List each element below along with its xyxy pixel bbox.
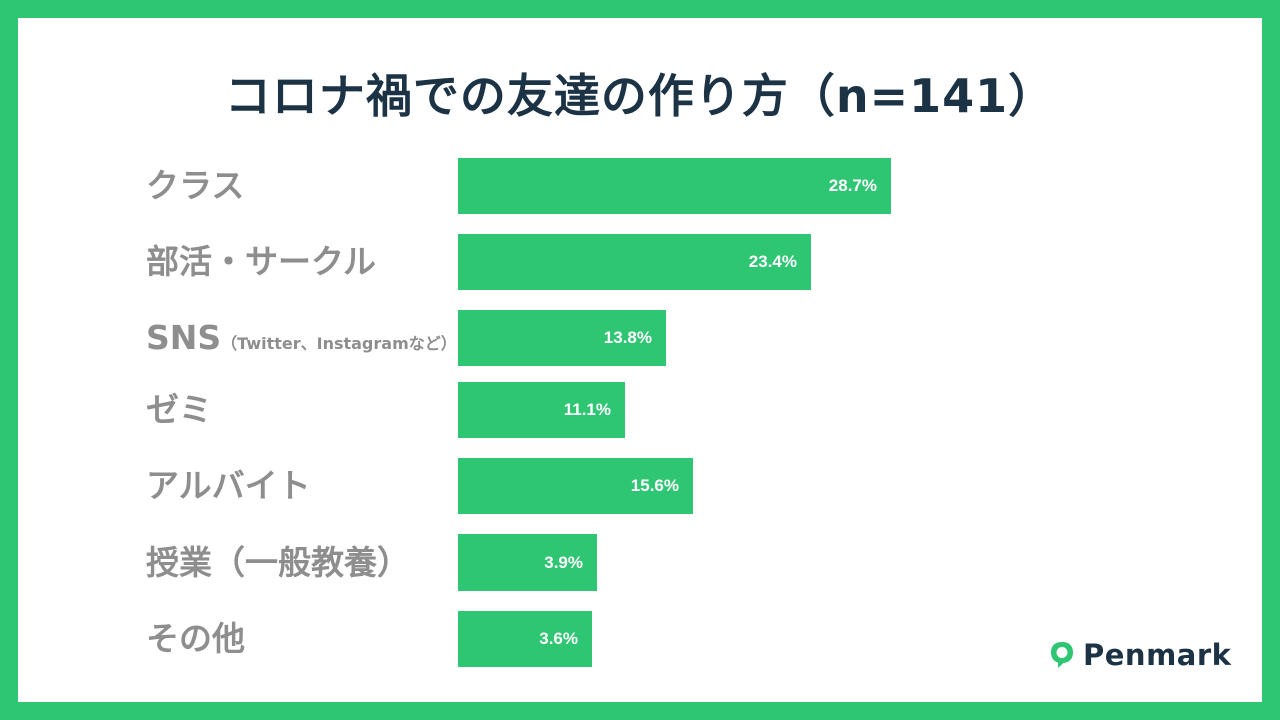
bar-value-label: 3.6% xyxy=(539,629,578,648)
bar-value-label: 23.4% xyxy=(748,252,797,271)
category-label: 授業（一般教養） xyxy=(146,546,410,579)
penmark-logo: Penmark xyxy=(1050,638,1231,672)
speech-bubble-icon xyxy=(1051,642,1073,668)
category-label-main: クラス xyxy=(146,166,245,205)
bar: 23.4% xyxy=(458,234,811,290)
bar-value-label: 28.7% xyxy=(828,176,877,195)
bar: 13.8% xyxy=(458,310,666,366)
category-label-main: その他 xyxy=(146,619,245,658)
bar: 3.9% xyxy=(458,534,597,591)
bar-value-label: 15.6% xyxy=(630,476,679,495)
category-label-main: 部活・サークル xyxy=(146,242,377,281)
bar: 11.1% xyxy=(458,382,625,438)
bar-value-label: 3.9% xyxy=(544,552,583,572)
bar-value-label: 13.8% xyxy=(603,328,652,347)
bar: 15.6% xyxy=(458,458,693,514)
bar-value-label: 11.1% xyxy=(563,400,611,419)
category-label: SNS（Twitter、Instagramなど） xyxy=(146,321,457,354)
category-label-main: アルバイト xyxy=(146,466,311,505)
category-label-sub: （Twitter、Instagramなど） xyxy=(221,334,457,353)
chart-title: コロナ禍での友達の作り方（n=141） xyxy=(224,69,1056,123)
category-label-main: 授業（一般教養） xyxy=(146,542,410,582)
category-label: 部活・サークル xyxy=(146,245,376,278)
bar: 3.6% xyxy=(458,611,592,667)
bar: 28.7% xyxy=(458,158,891,214)
brand-name: Penmark xyxy=(1083,638,1232,672)
category-label: その他 xyxy=(146,622,245,655)
category-label: クラス xyxy=(146,169,244,202)
category-label-main: SNS xyxy=(146,318,222,357)
category-label-main: ゼミ xyxy=(146,390,212,429)
category-label: アルバイト xyxy=(146,469,311,502)
category-label: ゼミ xyxy=(146,393,212,426)
